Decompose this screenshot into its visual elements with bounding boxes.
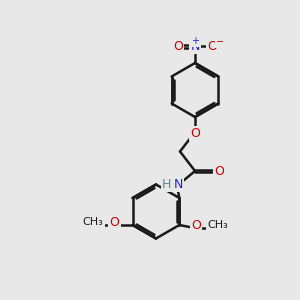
Text: O: O [207,40,217,53]
Text: O: O [173,40,183,53]
Text: H: H [162,178,171,191]
Text: N: N [190,40,200,53]
Text: N: N [174,178,183,191]
Text: O: O [191,218,201,232]
Text: CH₃: CH₃ [207,220,228,230]
Text: O: O [191,127,200,140]
Text: O: O [214,164,224,178]
Text: −: − [215,37,224,47]
Text: +: + [191,36,199,46]
Text: CH₃: CH₃ [82,217,103,227]
Text: O: O [110,215,120,229]
